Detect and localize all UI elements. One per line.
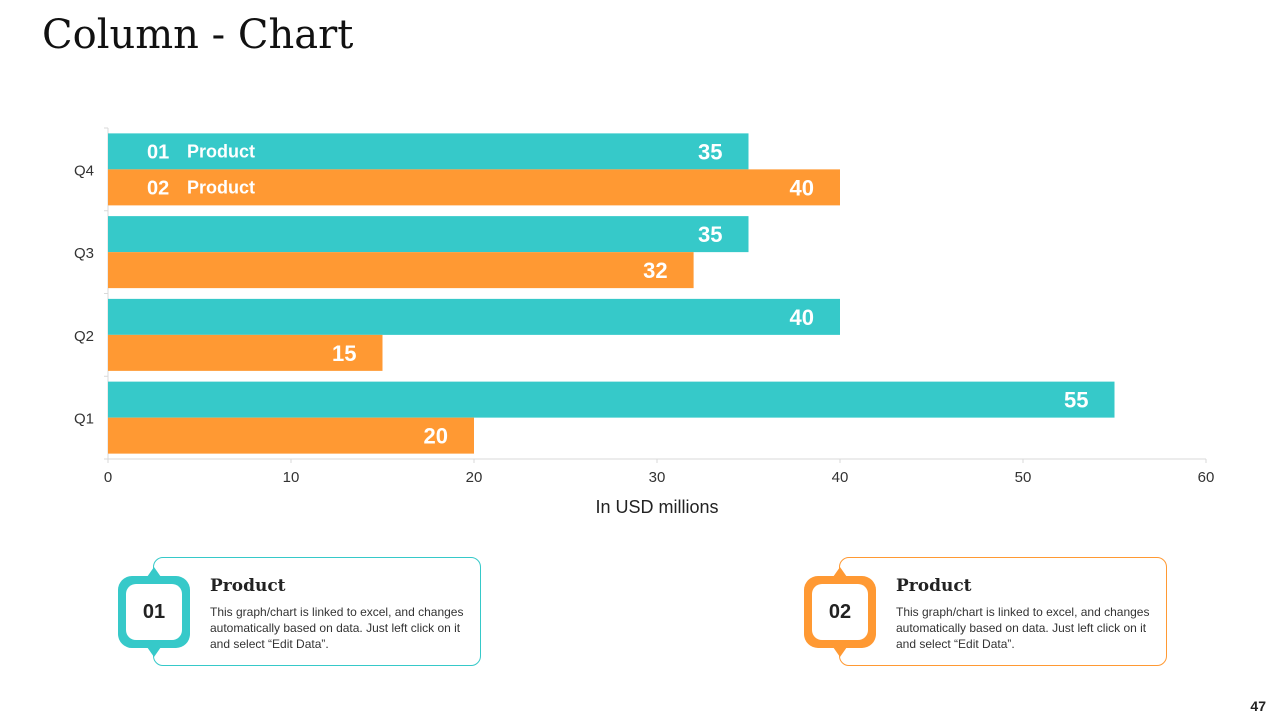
product-02-badge: 02	[804, 567, 876, 657]
product-02-badge-number: 02	[812, 584, 868, 640]
data-label: 35	[698, 139, 722, 164]
bar-q4-product-01[interactable]	[108, 133, 749, 170]
product-01-card-title: Product	[210, 576, 286, 596]
product-02-card-text: This graph/chart is linked to excel, and…	[896, 605, 1150, 651]
bar-q1-product-02[interactable]	[108, 417, 474, 454]
y-tick-label: Q4	[74, 162, 94, 179]
x-axis-label: In USD millions	[595, 497, 718, 517]
legend-label-02: Product	[187, 177, 255, 197]
product-01-badge: 01	[118, 567, 190, 657]
x-tick-label: 50	[1015, 469, 1032, 486]
x-tick-label: 60	[1198, 469, 1215, 486]
product-01-badge-number: 01	[126, 584, 182, 640]
data-label: 40	[790, 305, 814, 330]
y-tick-label: Q2	[74, 328, 94, 345]
data-label: 35	[698, 222, 722, 247]
data-label: 20	[424, 424, 448, 449]
bar-q4-product-02[interactable]	[108, 169, 840, 206]
data-label: 15	[332, 341, 356, 366]
bar-q3-product-01[interactable]	[108, 216, 749, 253]
bar-q2-product-02[interactable]	[108, 334, 383, 371]
y-tick-label: Q1	[74, 411, 94, 428]
legend-label-01: Product	[187, 141, 255, 161]
x-tick-label: 10	[283, 469, 300, 486]
bar-q3-product-02[interactable]	[108, 252, 694, 289]
slide-title: Column - Chart	[42, 12, 354, 58]
page-number: 47	[1250, 698, 1266, 714]
data-label: 32	[643, 258, 667, 283]
product-01-card-text: This graph/chart is linked to excel, and…	[210, 605, 464, 651]
x-tick-label: 30	[649, 469, 666, 486]
y-tick-label: Q3	[74, 245, 94, 262]
bar-q1-product-01[interactable]	[108, 381, 1115, 418]
product-02-card-title: Product	[896, 576, 972, 596]
legend-number-01: 01	[147, 141, 169, 163]
legend-number-02: 02	[147, 177, 169, 199]
product-01-card: 01 Product This graph/chart is linked to…	[118, 557, 481, 666]
bar-q2-product-01[interactable]	[108, 298, 840, 335]
x-tick-label: 20	[466, 469, 483, 486]
x-tick-label: 0	[104, 469, 112, 486]
x-tick-label: 40	[832, 469, 849, 486]
product-02-card: 02 Product This graph/chart is linked to…	[804, 557, 1167, 666]
data-label: 55	[1064, 388, 1088, 413]
data-label: 40	[790, 175, 814, 200]
